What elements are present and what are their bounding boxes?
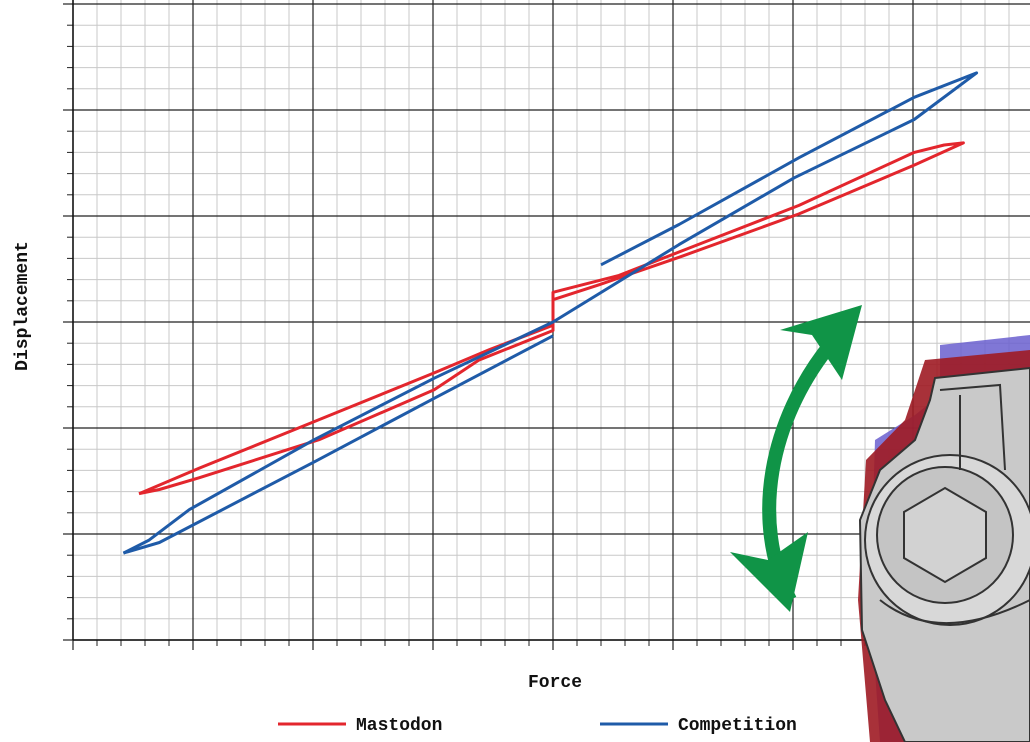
legend: Mastodon Competition [278, 716, 797, 736]
series-line [122, 334, 554, 555]
product-illustration [858, 335, 1030, 742]
series-line [138, 141, 965, 496]
legend-label: Competition [678, 716, 797, 736]
plot [122, 71, 979, 555]
x-axis-label: Force [528, 673, 582, 693]
grid [63, 0, 1030, 650]
y-axis-label: Displacement [13, 241, 33, 371]
legend-label: Mastodon [356, 716, 442, 736]
series-line [122, 71, 979, 555]
rotation-arrow [730, 305, 862, 612]
